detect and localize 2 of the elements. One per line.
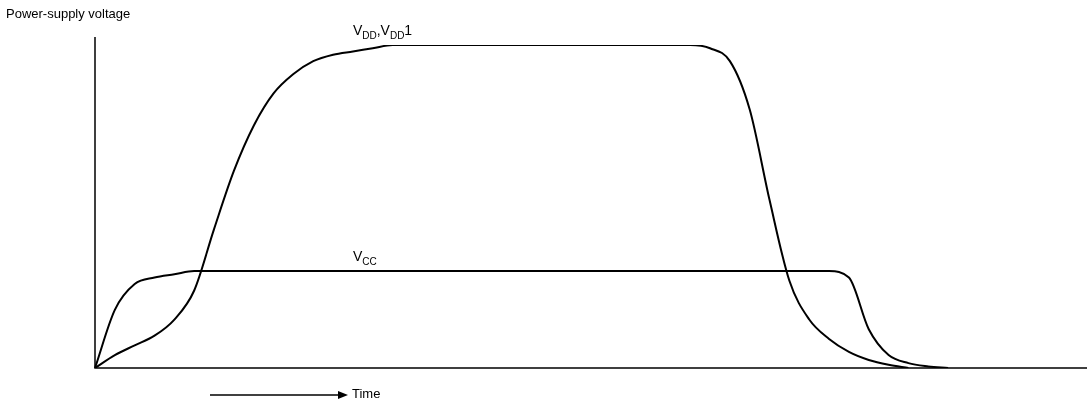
y-axis-title: Power-supply voltage bbox=[6, 6, 131, 21]
x-axis-title: Time bbox=[352, 386, 381, 401]
